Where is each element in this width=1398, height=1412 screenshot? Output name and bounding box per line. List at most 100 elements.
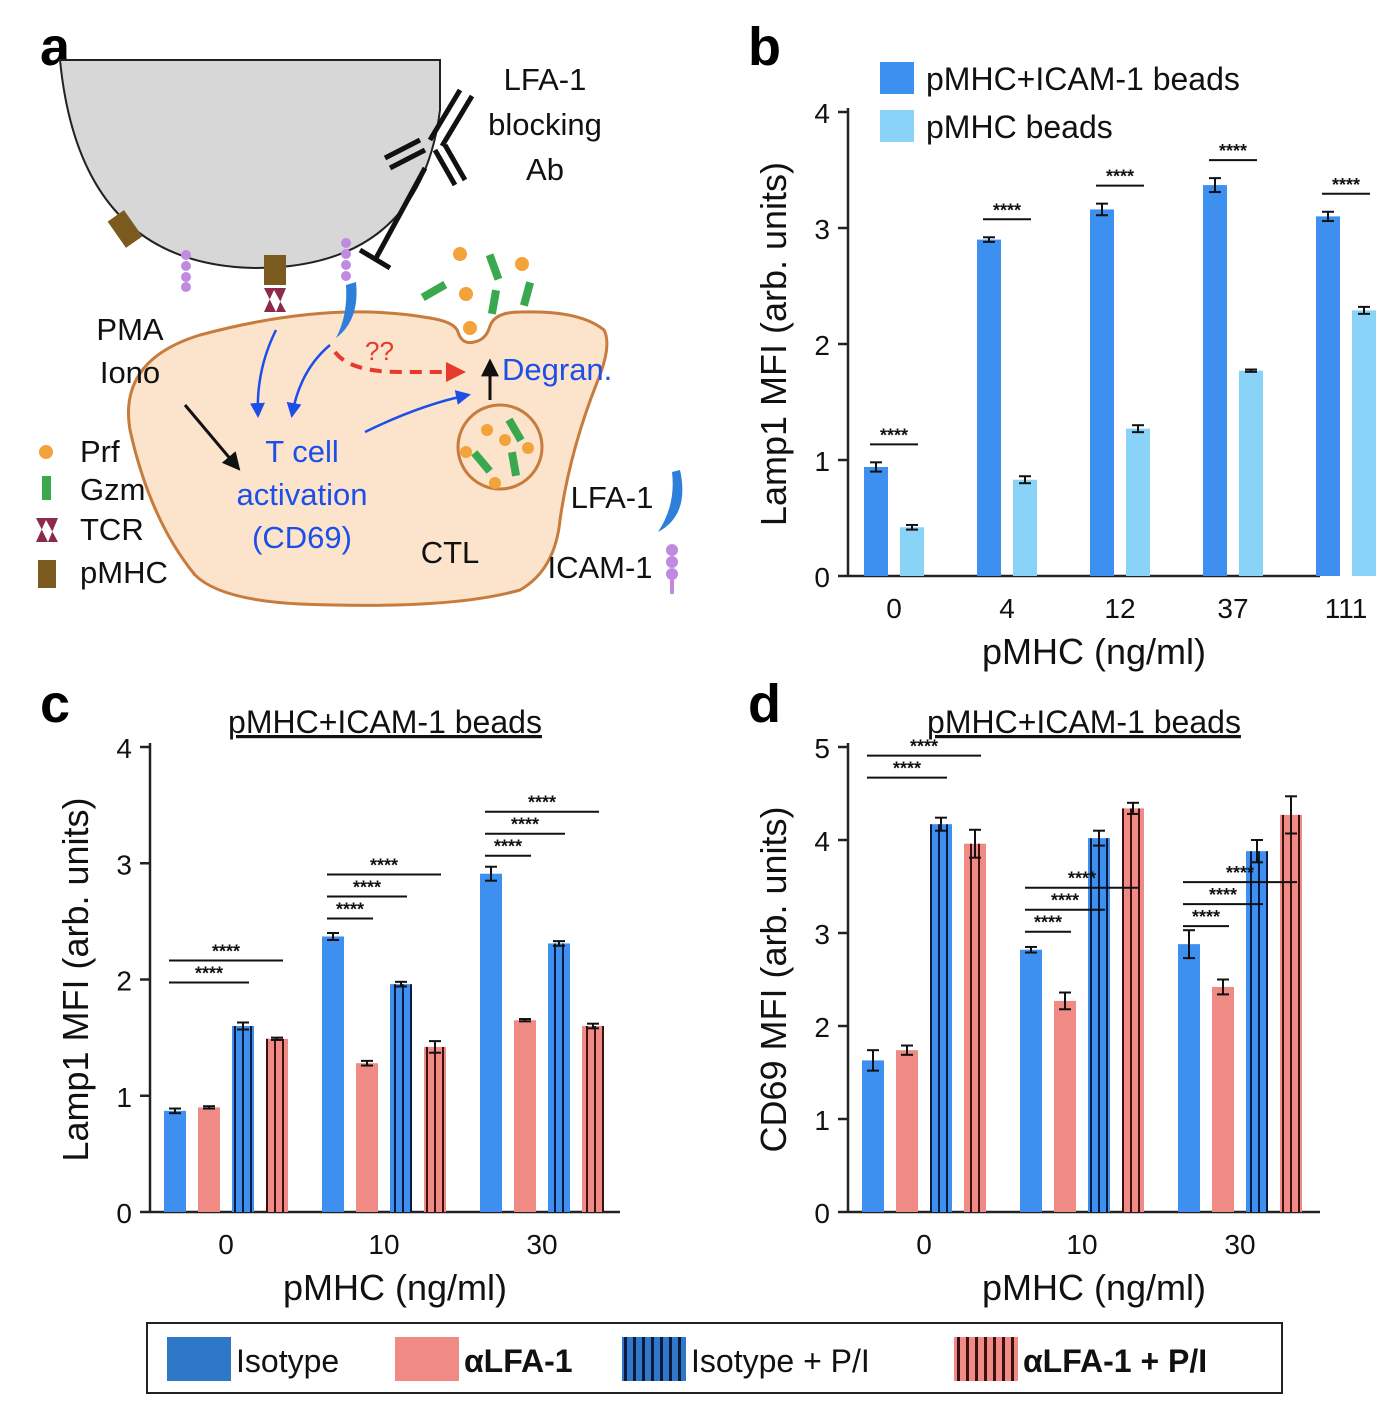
x-tick-label: 0 [218, 1229, 234, 1260]
significance-label: **** [1332, 175, 1360, 195]
legend-swatch-alfa [395, 1337, 459, 1381]
blocking-antibody [358, 88, 475, 271]
bar [1280, 814, 1302, 1212]
bar [964, 843, 986, 1212]
significance-label: **** [1192, 907, 1220, 927]
arrow-unknown [333, 350, 466, 382]
significance-label: **** [1051, 891, 1079, 911]
legend-swatch [880, 62, 914, 94]
legend-label: pMHC+ICAM-1 beads [926, 61, 1240, 97]
panel-label-c: c [40, 674, 70, 734]
bar [390, 984, 412, 1212]
y-tick-label: 0 [814, 1198, 830, 1229]
x-tick-label: 0 [886, 593, 902, 624]
question-label: ?? [365, 336, 394, 366]
bar [862, 1060, 884, 1212]
chart-c: 0 1 2 3 4 Lamp1 MFI (arb. units) pMHC (ng/ml) p… [55, 704, 620, 1308]
bar [548, 943, 570, 1212]
significance-label: **** [880, 425, 908, 445]
x-tick-label: 0 [916, 1229, 932, 1260]
significance-label: **** [370, 855, 398, 875]
blocking-ab-line1: LFA-1 [504, 62, 587, 97]
bar [1246, 851, 1268, 1212]
significance-label: **** [494, 837, 522, 857]
pma-label: PMA [96, 312, 164, 347]
significance-label: **** [1106, 167, 1134, 187]
bar [930, 824, 952, 1212]
secreted-granules [420, 247, 534, 335]
icam1-label: ICAM-1 [547, 550, 652, 585]
bar [322, 936, 344, 1212]
key-pmhc-label: pMHC [80, 555, 168, 590]
significance-label: **** [1034, 913, 1062, 933]
bar [1088, 838, 1110, 1212]
granule [456, 403, 544, 491]
bar [1126, 428, 1150, 576]
y-tick-label: 1 [814, 446, 830, 477]
pmhc-marker [264, 255, 286, 285]
bar [1203, 185, 1227, 576]
bar [977, 239, 1001, 576]
bar [900, 527, 924, 576]
granule-contents [460, 417, 534, 489]
chart-d: 0 1 2 3 4 5 CD69 MFI (arb. units) pMHC (ng/ml) p… [753, 704, 1320, 1308]
significance-label: **** [1219, 141, 1247, 161]
legend-label-isotype: Isotype [236, 1343, 339, 1379]
blocking-ab-line3: Ab [526, 152, 564, 187]
pmhc-marker [107, 210, 143, 248]
significance-label: **** [910, 737, 938, 757]
significance-label: **** [1209, 885, 1237, 905]
icam1-icon [666, 544, 678, 594]
panel-a-diagram: a [36, 17, 683, 607]
y-tick-label: 3 [814, 214, 830, 245]
bar [1352, 310, 1376, 576]
bar [514, 1020, 536, 1212]
significance-label: **** [353, 877, 381, 897]
key-tcr-label: TCR [80, 512, 144, 547]
bar [266, 1038, 288, 1212]
tcr-marker [264, 288, 286, 312]
legend-label-alfa-pi: αLFA-1 + P/I [1023, 1343, 1207, 1379]
ctl-cell [127, 310, 609, 607]
key-prf-icon [39, 445, 53, 459]
significance-label: **** [195, 964, 223, 984]
legend-label-alfa: αLFA-1 [464, 1343, 573, 1379]
significance-label: **** [336, 899, 364, 919]
y-tick-label: 0 [814, 562, 830, 593]
legend-swatch-alfa-pi [954, 1337, 1018, 1381]
significance-label: **** [511, 815, 539, 835]
bar [1316, 216, 1340, 576]
y-tick-label: 2 [814, 1012, 830, 1043]
activation-line1: T cell [265, 434, 339, 469]
activation-line2: activation [237, 477, 368, 512]
arrow-pma-activation [183, 404, 241, 471]
y-tick-label: 2 [116, 966, 132, 997]
legend-label: pMHC beads [926, 109, 1113, 145]
x-tick-label: 111 [1325, 593, 1368, 624]
bar [356, 1063, 378, 1212]
x-tick-label: 12 [1104, 593, 1135, 624]
bar [164, 1110, 186, 1212]
bar [1212, 986, 1234, 1212]
ctl-label: CTL [421, 535, 480, 570]
bar [198, 1107, 220, 1212]
legend-swatch [880, 110, 914, 142]
lfa1-label: LFA-1 [571, 480, 654, 515]
significance-label: **** [1068, 869, 1096, 889]
y-tick-label: 0 [116, 1198, 132, 1229]
key-prf-label: Prf [80, 434, 120, 469]
arrow-activation-degran [364, 390, 471, 434]
iono-label: Iono [100, 355, 160, 390]
bar [864, 466, 888, 576]
arrow-lfa-activation [286, 344, 331, 418]
bottom-legend: Isotype αLFA-1 Isotype + P/I αLFA-1 + P/… [146, 1322, 1283, 1394]
significance-label: **** [893, 759, 921, 779]
bar [1020, 949, 1042, 1212]
icam-marker [181, 238, 351, 292]
significance-label: **** [528, 793, 556, 813]
significance-label: **** [212, 942, 240, 962]
y-tick-label: 4 [814, 98, 830, 129]
y-tick-label: 3 [814, 919, 830, 950]
chart-title: pMHC+ICAM-1 beads [927, 704, 1241, 740]
